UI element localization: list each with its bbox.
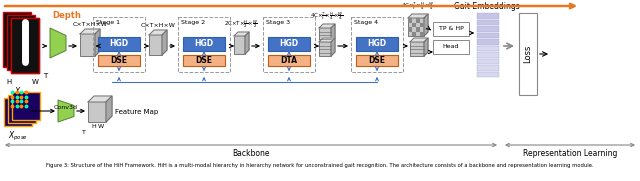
Text: T: T (82, 130, 86, 135)
Text: DSE: DSE (195, 56, 212, 65)
Polygon shape (331, 24, 335, 42)
Polygon shape (234, 32, 249, 36)
Text: Head: Head (443, 45, 460, 49)
Polygon shape (408, 14, 428, 18)
Bar (408, 27, 412, 31)
Bar (433, 22, 469, 36)
Text: $X_{sil}$: $X_{sil}$ (14, 86, 28, 98)
Polygon shape (50, 28, 66, 58)
Bar (420, 22, 424, 27)
Bar (3, 12, 31, 67)
Text: 2C×T×$\frac{H}{2}$×$\frac{W}{2}$: 2C×T×$\frac{H}{2}$×$\frac{W}{2}$ (225, 18, 259, 30)
Bar (234, 36, 245, 54)
Text: C×T×H×W: C×T×H×W (141, 23, 175, 28)
Bar (412, 22, 416, 27)
Bar (98, 37, 140, 51)
Polygon shape (106, 96, 112, 122)
Bar (80, 34, 95, 56)
Bar (268, 37, 310, 51)
Bar (149, 35, 162, 55)
Bar (8, 95, 36, 123)
Text: Depth: Depth (52, 11, 81, 20)
Text: DSE: DSE (111, 56, 127, 65)
Text: W: W (98, 124, 104, 129)
Text: Loss: Loss (524, 45, 532, 63)
Polygon shape (149, 30, 167, 35)
Bar (410, 42, 424, 56)
Text: Figure 3: Structure of the HiH Framework. HiH is a multi-modal hierarchy in hier: Figure 3: Structure of the HiH Framework… (46, 163, 594, 168)
Polygon shape (319, 38, 335, 42)
Text: $X_{pose}$: $X_{pose}$ (8, 130, 28, 143)
Bar (477, 58, 499, 64)
Bar (7, 15, 35, 70)
Text: H: H (6, 79, 12, 85)
Bar (356, 37, 398, 51)
Bar (477, 39, 499, 45)
Bar (416, 18, 420, 22)
Polygon shape (424, 14, 428, 36)
Polygon shape (80, 29, 100, 34)
Bar (268, 55, 310, 66)
Polygon shape (58, 100, 74, 122)
Bar (433, 40, 469, 54)
Text: C×T×H×W: C×T×H×W (72, 22, 108, 27)
Text: HGD: HGD (109, 39, 129, 49)
Polygon shape (319, 24, 335, 28)
Text: Feature Map: Feature Map (115, 109, 158, 115)
Text: Stage 3: Stage 3 (266, 20, 290, 25)
Bar (11, 18, 39, 73)
Bar (477, 71, 499, 77)
Text: Stage 4: Stage 4 (354, 20, 378, 25)
Text: HGD: HGD (195, 39, 214, 49)
Polygon shape (410, 38, 428, 42)
Bar (477, 52, 499, 58)
Bar (88, 102, 106, 122)
Bar (408, 18, 424, 36)
Bar (4, 98, 32, 126)
Bar (319, 28, 331, 42)
Bar (477, 13, 499, 18)
Text: HGD: HGD (280, 39, 299, 49)
Bar (420, 31, 424, 36)
Bar (519, 13, 537, 95)
Bar (183, 37, 225, 51)
Bar (319, 42, 331, 56)
Text: HGD: HGD (367, 39, 387, 49)
Bar (408, 18, 412, 22)
Text: Representation Learning: Representation Learning (523, 149, 617, 158)
Text: Backbone: Backbone (232, 149, 269, 158)
Text: H: H (91, 124, 96, 129)
Bar (477, 65, 499, 71)
Text: W: W (31, 79, 38, 85)
Polygon shape (424, 38, 428, 56)
Text: Conv3d: Conv3d (54, 105, 78, 110)
Polygon shape (331, 38, 335, 56)
Text: Stage 1: Stage 1 (96, 20, 120, 25)
Text: Stage 2: Stage 2 (181, 20, 205, 25)
Bar (12, 92, 40, 120)
Text: Width: Width (4, 19, 33, 28)
Bar (477, 45, 499, 51)
Bar (477, 33, 499, 38)
Text: 4C×$\frac{T}{t}$×$\frac{H}{4}$×$\frac{W}{4}$: 4C×$\frac{T}{t}$×$\frac{H}{4}$×$\frac{W}… (401, 0, 435, 12)
Bar (356, 55, 398, 66)
Text: TP & HP: TP & HP (438, 26, 463, 31)
Bar (416, 27, 420, 31)
Text: DTA: DTA (280, 56, 298, 65)
Polygon shape (95, 29, 100, 56)
Text: DSE: DSE (369, 56, 385, 65)
Bar (412, 31, 416, 36)
Bar (477, 26, 499, 31)
Polygon shape (162, 30, 167, 55)
Bar (477, 20, 499, 25)
Polygon shape (88, 96, 112, 102)
Bar (11, 18, 39, 73)
Text: T: T (43, 73, 47, 79)
Bar (98, 55, 140, 66)
Text: Gait Embeddings: Gait Embeddings (454, 2, 520, 11)
Bar (183, 55, 225, 66)
Text: 4C×$\frac{T}{t}$×$\frac{H}{4}$×$\frac{W}{4}$: 4C×$\frac{T}{t}$×$\frac{H}{4}$×$\frac{W}… (310, 10, 344, 22)
Polygon shape (245, 32, 249, 54)
